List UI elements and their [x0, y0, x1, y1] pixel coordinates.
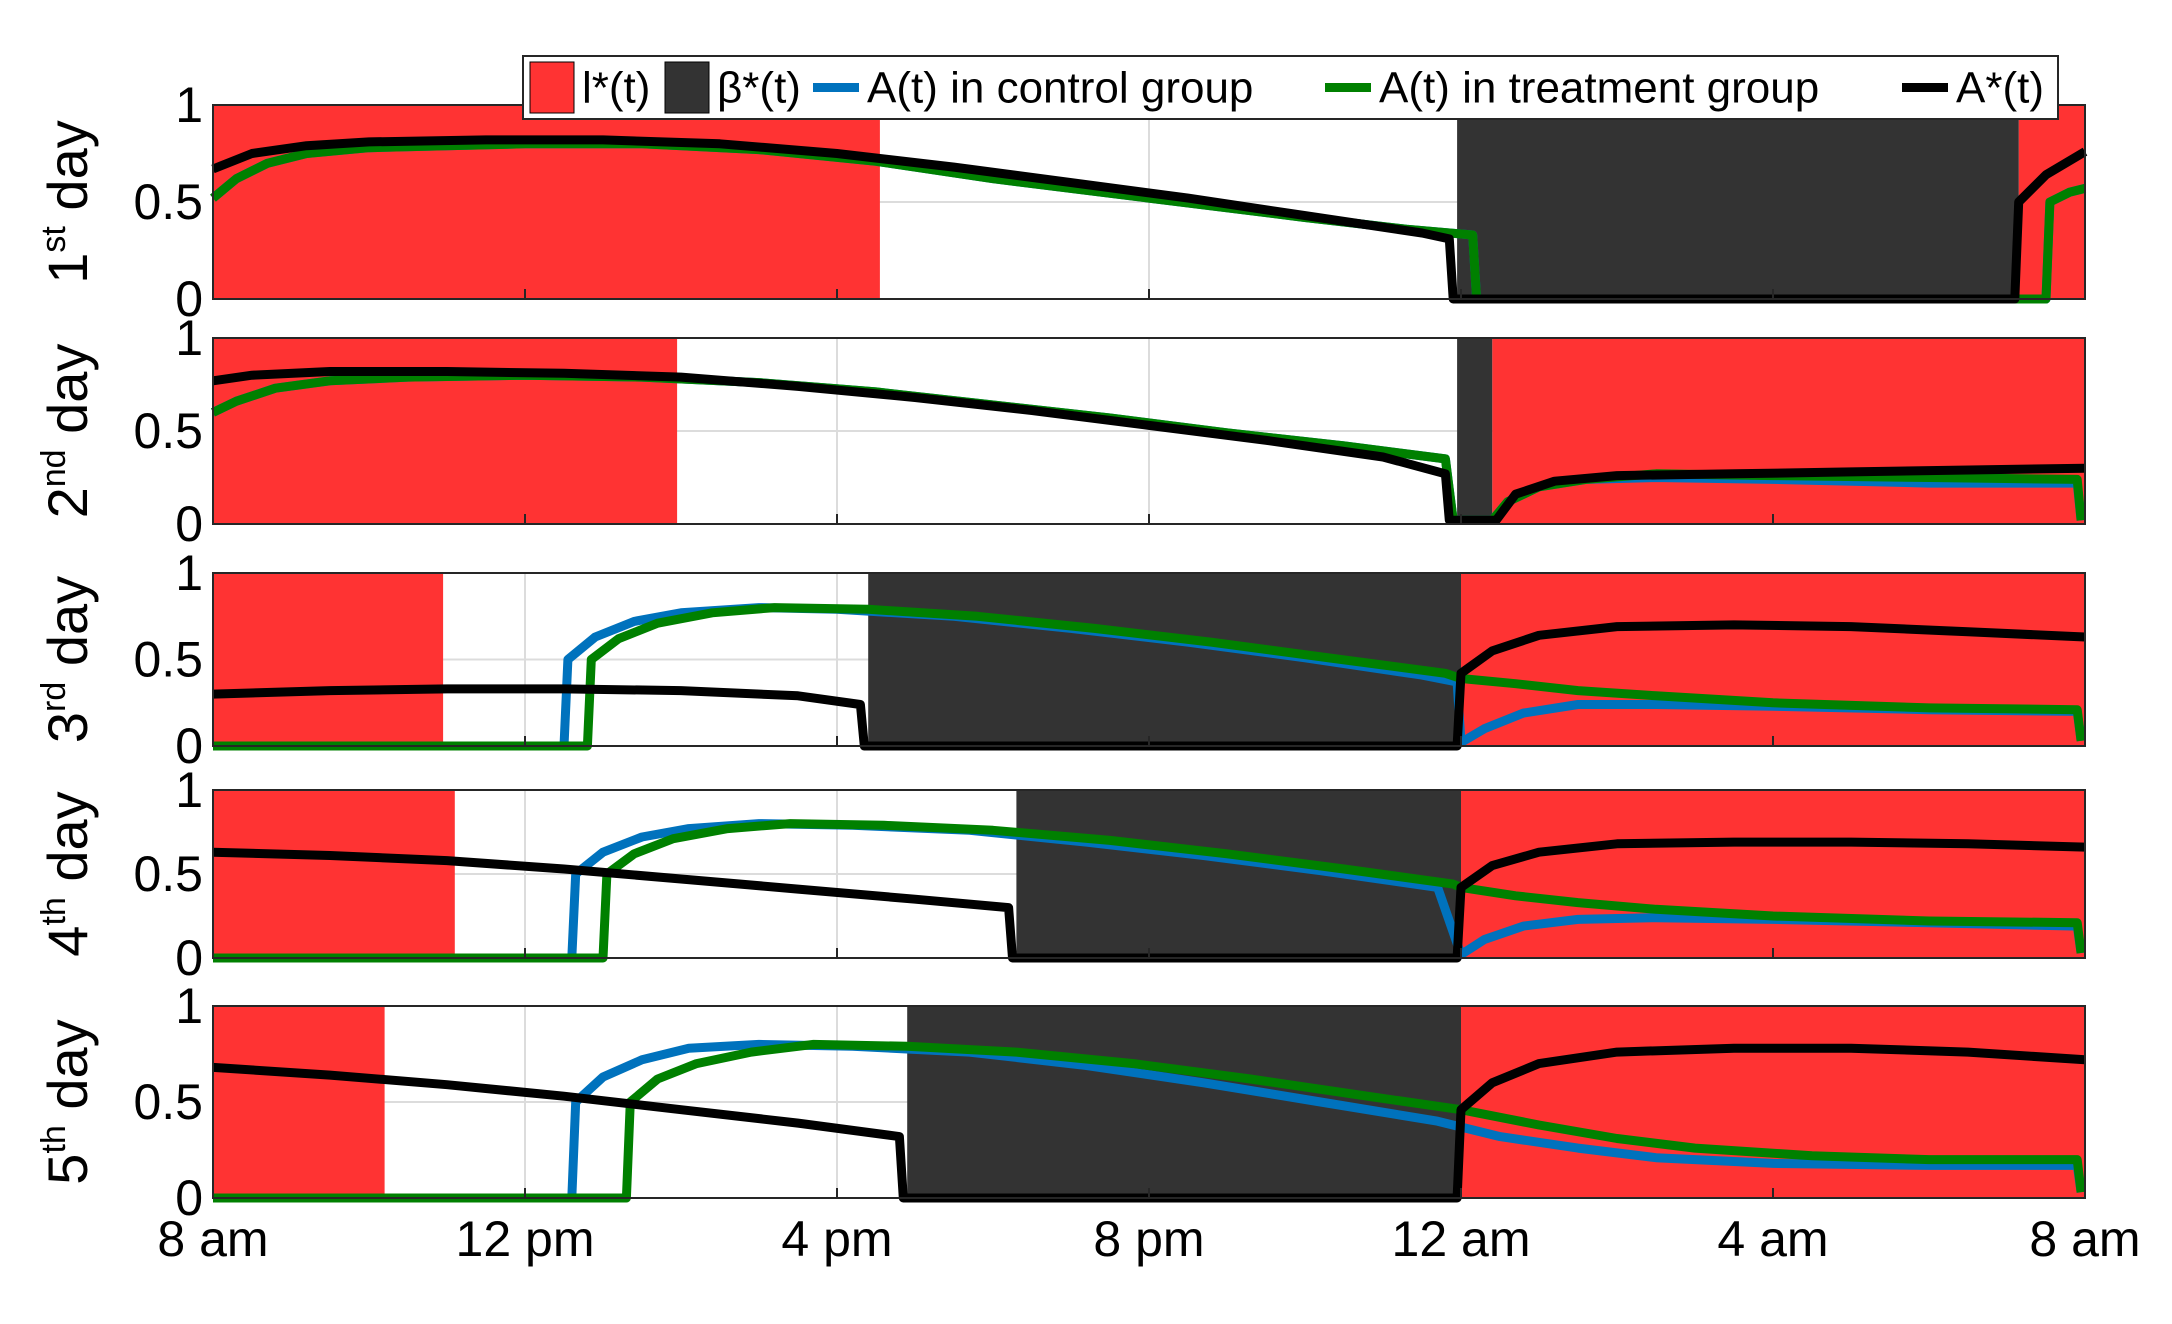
y-tick-label-5-2: 1	[175, 978, 203, 1034]
sleep-region-1-0	[1457, 105, 2019, 299]
sleep-region-2-0	[1457, 338, 1493, 524]
y-tick-label-2-2: 1	[175, 310, 203, 366]
y-tick-label-1-2: 1	[175, 77, 203, 133]
y-tick-label-4-1: 0.5	[133, 846, 203, 902]
legend-label-optimal: A*(t)	[1956, 64, 2044, 113]
series-optimal-2	[212, 367, 2086, 525]
light-region-3-1	[1461, 573, 2085, 746]
x-tick-label-3: 8 pm	[1093, 1211, 1204, 1267]
y-axis-label-1: 1st day	[35, 120, 99, 283]
legend-label-light: l*(t)	[582, 64, 650, 113]
ylabel-number: 4	[36, 926, 99, 957]
legend-label-sleep: β*(t)	[717, 64, 801, 113]
y-tick-label-2-0: 0	[175, 496, 203, 552]
panel-5: 0 0.5 1 5th day 8 am 12 pm 4 pm 8 pm 12 am 4 am 8 …	[35, 978, 2141, 1267]
x-tick-label-2: 4 pm	[781, 1211, 892, 1267]
x-tick-label-0: 8 am	[157, 1211, 268, 1267]
series-control-5	[213, 1039, 2086, 1203]
light-region-4-0	[213, 790, 455, 958]
y-tick-label-3-2: 1	[175, 545, 203, 601]
series-treatment-4	[213, 819, 2086, 963]
sleep-region-5-0	[907, 1006, 1461, 1198]
series-treatment-3	[213, 603, 2086, 751]
y-tick-label-4-2: 1	[175, 762, 203, 818]
light-region-4-1	[1461, 790, 2085, 958]
x-tick-label-6: 8 am	[2029, 1211, 2140, 1267]
y-axis-label-2: 2nd day	[35, 344, 99, 519]
light-region-3-0	[213, 573, 444, 746]
legend-label-treatment: A(t) in treatment group	[1379, 64, 1819, 113]
ylabel-number: 3	[36, 712, 99, 743]
x-tick-label-4: 12 am	[1392, 1211, 1531, 1267]
legend-swatch-sleep	[664, 61, 710, 114]
y-tick-label-3-1: 0.5	[133, 632, 203, 688]
ylabel-word: day	[36, 344, 99, 450]
light-region-2-1	[1492, 338, 2085, 524]
ylabel-number: 1	[36, 253, 99, 284]
legend-label-control: A(t) in control group	[867, 64, 1253, 113]
panel-4: 0 0.5 1 4th day	[35, 762, 2086, 986]
panel-3: 0 0.5 1 3rd day	[35, 545, 2086, 774]
y-axis-label-4: 4th day	[35, 791, 99, 956]
y-tick-label-1-1: 0.5	[133, 174, 203, 230]
legend: l*(t) β*(t) A(t) in control group A(t) in t…	[522, 55, 2059, 120]
panel-2: 0 0.5 1 2nd day	[35, 310, 2086, 552]
y-tick-label-5-1: 0.5	[133, 1074, 203, 1130]
ylabel-word: day	[36, 576, 99, 682]
ylabel-suffix: th	[35, 1125, 73, 1153]
y-tick-label-5-0: 0	[175, 1170, 203, 1226]
ylabel-word: day	[36, 120, 99, 226]
y-axis-label-3: 3rd day	[35, 576, 99, 743]
series-control-4	[213, 819, 2086, 963]
ylabel-suffix: st	[35, 226, 73, 253]
y-tick-label-4-0: 0	[175, 930, 203, 986]
ylabel-suffix: nd	[35, 449, 73, 487]
ylabel-number: 5	[36, 1154, 99, 1185]
ylabel-suffix: th	[35, 897, 73, 925]
ylabel-number: 2	[36, 487, 99, 518]
y-tick-label-1-0: 0	[175, 271, 203, 327]
y-tick-label-3-0: 0	[175, 718, 203, 774]
y-axis-label-5: 5th day	[35, 1019, 99, 1184]
y-tick-label-2-1: 0.5	[133, 403, 203, 459]
x-tick-label-5: 4 am	[1717, 1211, 1828, 1267]
legend-swatch-light	[529, 61, 575, 114]
light-region-2-0	[213, 338, 678, 524]
series-treatment-5	[213, 1039, 2086, 1203]
ylabel-word: day	[36, 791, 99, 897]
light-region-1-0	[213, 105, 880, 299]
ylabel-suffix: rd	[35, 682, 73, 712]
legend-box	[522, 55, 2059, 120]
light-region-5-0	[213, 1006, 385, 1198]
ylabel-word: day	[36, 1019, 99, 1125]
x-tick-label-1: 12 pm	[456, 1211, 595, 1267]
